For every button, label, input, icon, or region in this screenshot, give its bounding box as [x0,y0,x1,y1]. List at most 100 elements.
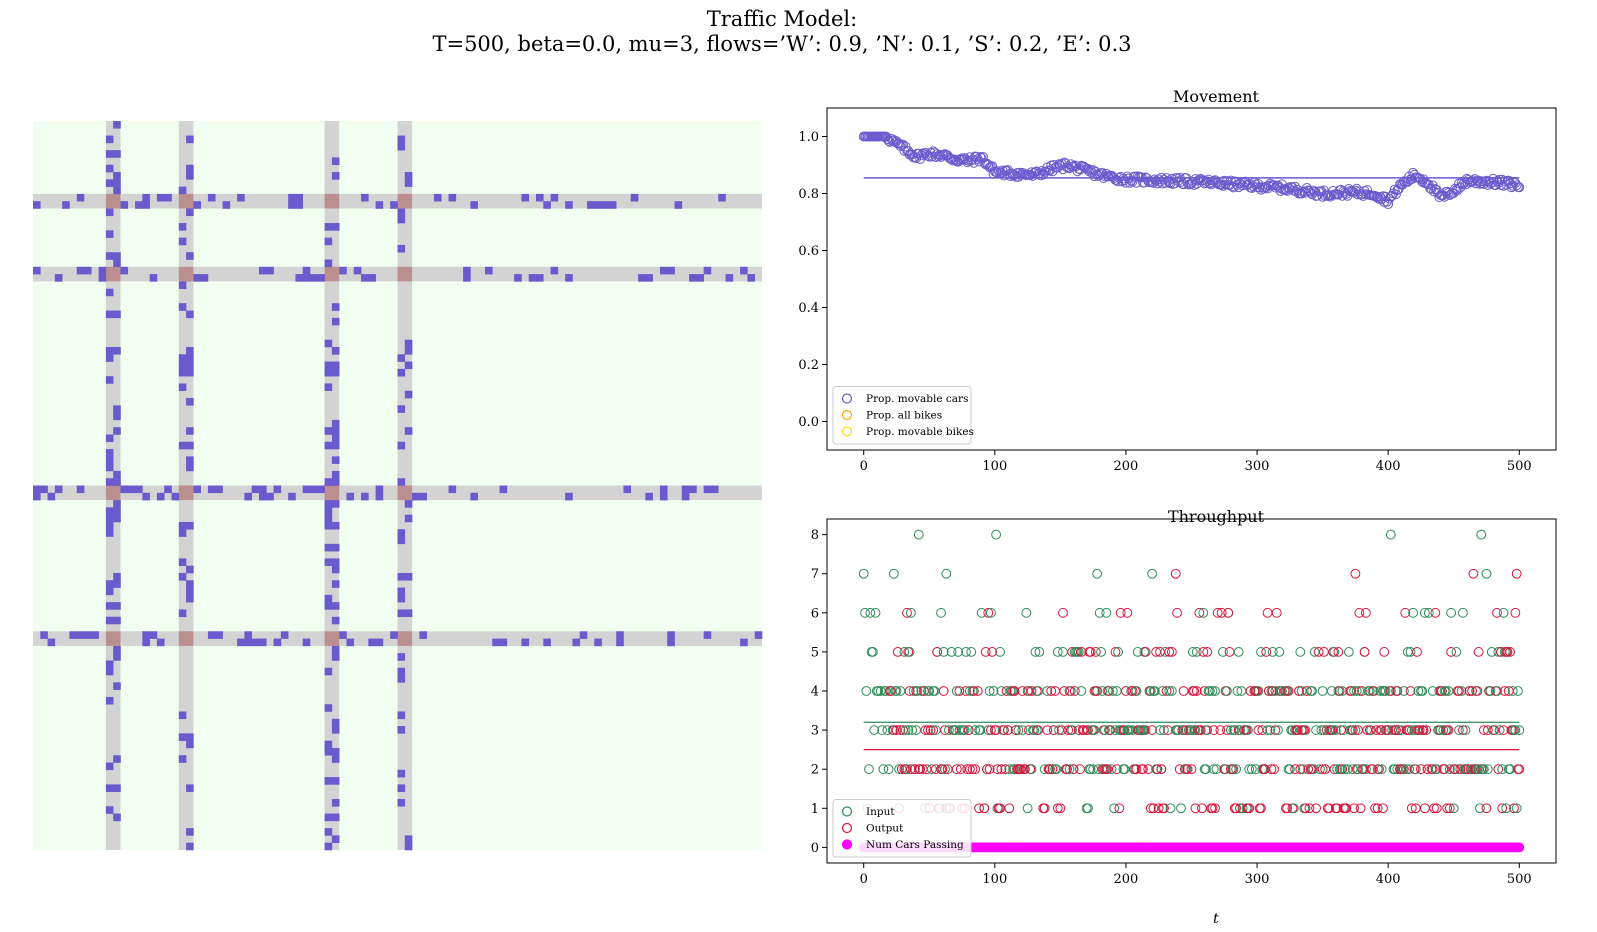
output-point [1164,647,1175,657]
throughput-frame [826,518,1557,864]
movable-cars-point [1511,180,1522,191]
car [331,441,340,450]
car [193,201,201,209]
input-point [953,647,964,657]
input-point [1190,725,1201,735]
car [353,266,362,275]
car [105,667,114,676]
output-point [1392,686,1403,696]
input-point [869,725,880,735]
car [186,252,194,260]
output-point [963,725,974,735]
output-point [1127,686,1138,696]
output-point [1385,686,1396,696]
car [623,485,632,494]
car [178,303,187,311]
output-point [991,725,1002,735]
car [696,274,704,282]
car [331,361,340,370]
output-point [1324,803,1335,814]
input-point [1173,725,1184,735]
movable-cars-point [1383,199,1394,210]
input-point [1100,725,1110,735]
movement-legend-marker [841,393,853,404]
output-point [1391,725,1401,735]
car [178,755,187,763]
movable-cars-point [983,160,994,170]
input-point [941,568,952,579]
output-point [1202,647,1213,657]
intersection [105,266,121,282]
output-point [1355,803,1366,814]
car [492,638,500,647]
input-point [1131,686,1142,696]
movable-cars-point [1514,182,1525,193]
car [178,361,187,370]
movement-y-tick-label: 0.0 [798,415,819,430]
output-point [1166,647,1177,657]
input-point [1396,725,1407,735]
movable-cars-point [1185,179,1196,190]
car [84,631,92,639]
car [659,485,668,494]
car [317,274,325,282]
output-point [1497,803,1508,814]
output-point [1354,607,1365,618]
car [703,266,712,275]
car [105,310,114,319]
movable-cars-point [1270,182,1281,193]
output-point [1412,647,1422,657]
car [375,638,384,647]
car [193,485,201,494]
output-point [1195,725,1206,735]
car [404,339,413,348]
throughput-y-tick-label: 8 [811,528,819,543]
input-point [1413,686,1424,696]
input-point [1514,725,1525,735]
input-point [1106,764,1117,775]
car [295,201,304,209]
car [397,215,406,224]
input-point [1501,803,1512,814]
output-point [1421,725,1432,735]
input-point [1307,686,1318,696]
output-point [992,764,1003,775]
car [164,485,172,494]
output-point [1224,647,1235,657]
input-point [1343,647,1354,657]
car [565,274,573,282]
car [587,201,595,209]
movable-cars-point [883,135,894,146]
output-point [1347,725,1358,735]
output-point [1208,725,1219,735]
input-point [1350,725,1361,735]
input-point [867,647,878,657]
car [601,201,610,209]
input-point [1267,647,1278,657]
movable-cars-point [1284,184,1295,195]
input-point [1042,686,1053,696]
intersection [324,485,340,501]
input-point [1198,607,1209,618]
throughput-x-tick-label: 100 [982,872,1007,887]
output-point [1215,725,1226,735]
input-point [1096,647,1106,657]
output-point [987,647,998,657]
car [324,704,333,712]
car [178,368,187,377]
car [113,478,121,486]
car [470,201,478,209]
intersection [397,485,413,501]
movable-cars-point [1507,180,1518,191]
throughput-y-tick-label: 6 [811,606,819,621]
output-point [999,725,1009,735]
car [105,346,114,355]
car [397,354,406,362]
input-point [1242,725,1253,735]
car [324,427,333,435]
car [186,580,194,588]
car [113,572,121,581]
output-point [1510,607,1521,618]
car [105,135,114,144]
output-point [1346,686,1357,696]
